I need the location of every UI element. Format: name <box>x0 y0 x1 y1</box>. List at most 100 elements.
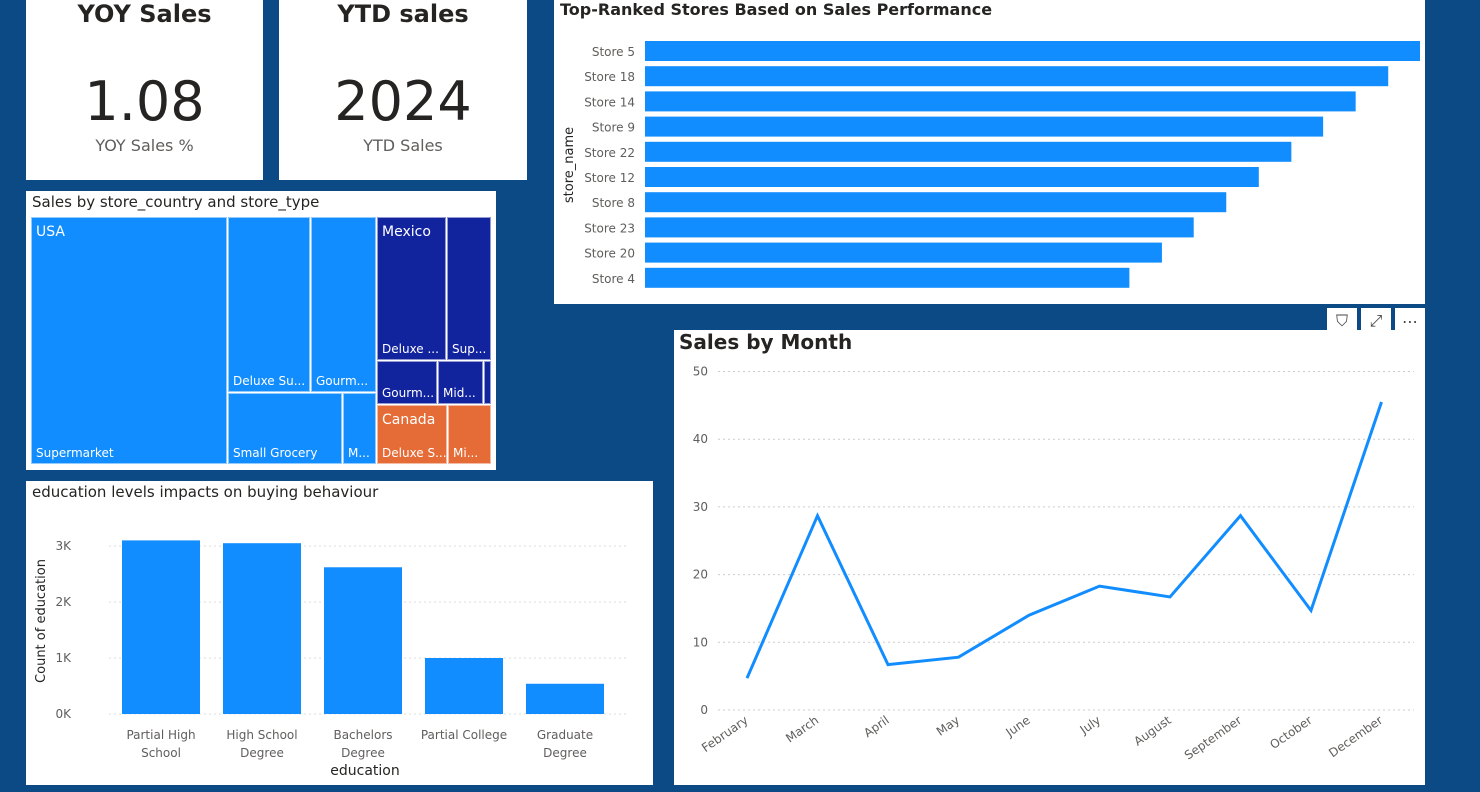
y-tick-label: 30 <box>693 500 708 514</box>
education-bar <box>425 658 503 714</box>
x-tick-label: June <box>1002 713 1032 740</box>
sales-line <box>745 401 1383 679</box>
bar-store-18 <box>645 66 1389 87</box>
y-axis-title: store_name <box>562 127 577 203</box>
treemap-cell-label: Deluxe ... <box>382 342 439 356</box>
bar-store-4 <box>645 267 1130 288</box>
treemap-cell[interactable]: Gourm... <box>377 361 437 404</box>
x-tick-label: Graduate <box>537 728 593 742</box>
category-label: Store 5 <box>592 45 635 59</box>
line-chart-card[interactable]: Sales by Month 0 10 20 30 40 50 February March A… <box>674 330 1425 785</box>
line-chart-title: Sales by Month <box>679 330 853 354</box>
kpi-card-ytd[interactable]: YTD sales 2024 YTD Sales <box>279 0 527 180</box>
treemap-cell[interactable]: Small Grocery <box>228 393 342 464</box>
treemap-cell[interactable] <box>484 361 491 404</box>
stores-bar-card[interactable]: Top-Ranked Stores Based on Sales Perform… <box>554 0 1425 304</box>
treemap-cell-label: Sup... <box>452 342 487 356</box>
category-label: Store 9 <box>592 121 635 135</box>
treemap-cell[interactable]: M... <box>343 393 376 464</box>
education-bar <box>223 543 301 714</box>
y-axis-title: Count of education <box>34 559 49 683</box>
bar-store-22 <box>645 141 1292 162</box>
x-tick-label: May <box>934 713 962 739</box>
kpi-value: 1.08 <box>84 70 205 133</box>
treemap-cell[interactable]: Canada Deluxe S... <box>377 405 447 464</box>
y-tick-label: 40 <box>693 432 708 446</box>
more-options-icon[interactable]: ⋯ <box>1395 308 1425 334</box>
kpi-label: YOY Sales % <box>95 136 194 155</box>
treemap-cell[interactable]: Sup... <box>447 217 491 360</box>
kpi-label: YTD Sales <box>363 136 443 155</box>
x-tick-label: October <box>1267 713 1314 752</box>
x-tick-label: School <box>141 746 181 760</box>
kpi-value: 2024 <box>334 70 472 133</box>
category-label: Store 20 <box>584 247 635 261</box>
x-tick-label: February <box>699 713 751 755</box>
treemap-cell-label: Small Grocery <box>233 446 318 460</box>
treemap-cell-label: Mid... <box>443 386 476 400</box>
x-tick-label: Partial College <box>421 728 507 742</box>
bar-store-12 <box>645 167 1259 187</box>
treemap-country-label: USA <box>36 224 65 240</box>
y-tick-label: 0K <box>55 707 72 721</box>
x-tick-label: Bachelors <box>333 728 392 742</box>
x-tick-label: July <box>1077 713 1104 737</box>
treemap-cell[interactable]: Gourm... <box>311 217 376 392</box>
category-label: Store 14 <box>584 95 635 109</box>
education-bar <box>324 567 402 714</box>
treemap-cell-label: Mi... <box>453 446 479 460</box>
treemap-title: Sales by store_country and store_type <box>32 193 320 211</box>
education-bar <box>526 683 604 714</box>
treemap-cell-label: Supermarket <box>36 446 114 460</box>
focus-mode-icon[interactable]: ⤢ <box>1361 308 1391 334</box>
x-tick-label: August <box>1131 713 1174 749</box>
bar-store-14 <box>645 91 1356 112</box>
x-tick-label: Partial High <box>126 728 195 742</box>
y-tick-label: 50 <box>693 365 708 379</box>
y-tick-label: 20 <box>693 568 708 582</box>
y-tick-label: 1K <box>55 651 72 665</box>
filter-icon[interactable]: ⛉ <box>1327 308 1357 334</box>
treemap-cell[interactable]: Mexico Deluxe ... <box>377 217 446 360</box>
bar-store-9 <box>645 116 1324 137</box>
stores-chart-title: Top-Ranked Stores Based on Sales Perform… <box>560 0 993 19</box>
treemap-cell-label: Gourm... <box>316 374 369 388</box>
category-label: Store 18 <box>584 70 635 84</box>
education-bar-card[interactable]: education levels impacts on buying behav… <box>26 481 653 785</box>
y-tick-label: 0 <box>700 703 708 717</box>
bar-store-5 <box>645 41 1420 61</box>
kpi-title: YTD sales <box>337 0 469 28</box>
education-bar <box>122 540 200 714</box>
category-label: Store 12 <box>584 171 635 185</box>
y-tick-label: 3K <box>55 539 72 553</box>
category-label: Store 4 <box>592 272 635 286</box>
x-tick-label: Degree <box>543 746 587 760</box>
y-tick-label: 2K <box>55 595 72 609</box>
bar-store-23 <box>645 217 1194 238</box>
x-tick-label: March <box>783 713 821 745</box>
x-tick-label: Degree <box>341 746 385 760</box>
bar-store-20 <box>645 242 1162 263</box>
treemap-country-label: Canada <box>382 412 436 428</box>
x-tick-label: December <box>1326 713 1385 760</box>
category-label: Store 23 <box>584 221 635 235</box>
x-axis-title: education <box>330 763 399 779</box>
treemap-cell-label: Gourm... <box>382 386 435 400</box>
treemap-cell[interactable]: Deluxe Su... <box>228 217 310 392</box>
x-tick-label: September <box>1182 713 1244 763</box>
treemap-cell-label: M... <box>348 446 370 460</box>
x-tick-label: Degree <box>240 746 284 760</box>
y-tick-label: 10 <box>693 635 708 649</box>
bar-store-8 <box>645 192 1227 213</box>
category-label: Store 22 <box>584 146 635 160</box>
education-chart-title: education levels impacts on buying behav… <box>32 483 379 501</box>
treemap-card[interactable]: Sales by store_country and store_type US… <box>26 191 496 470</box>
category-label: Store 8 <box>592 196 635 210</box>
treemap-cell[interactable]: Mi... <box>448 405 491 464</box>
treemap-cell[interactable]: Mid... <box>438 361 483 404</box>
kpi-card-yoy[interactable]: YOY Sales 1.08 YOY Sales % <box>26 0 263 180</box>
treemap-cell[interactable]: USA Supermarket <box>31 217 227 464</box>
kpi-title: YOY Sales <box>77 0 212 28</box>
treemap-cell-label: Deluxe S... <box>382 446 447 460</box>
x-tick-label: High School <box>226 728 297 742</box>
